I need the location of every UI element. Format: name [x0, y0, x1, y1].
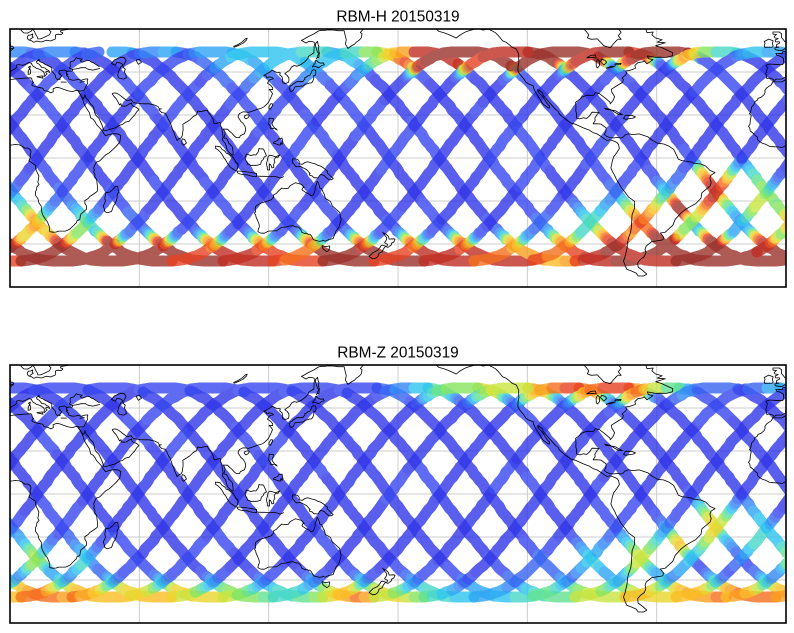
svg-text:RBM-Z 20150319: RBM-Z 20150319 [337, 345, 458, 362]
svg-text:RBM-H 20150319: RBM-H 20150319 [336, 9, 459, 26]
